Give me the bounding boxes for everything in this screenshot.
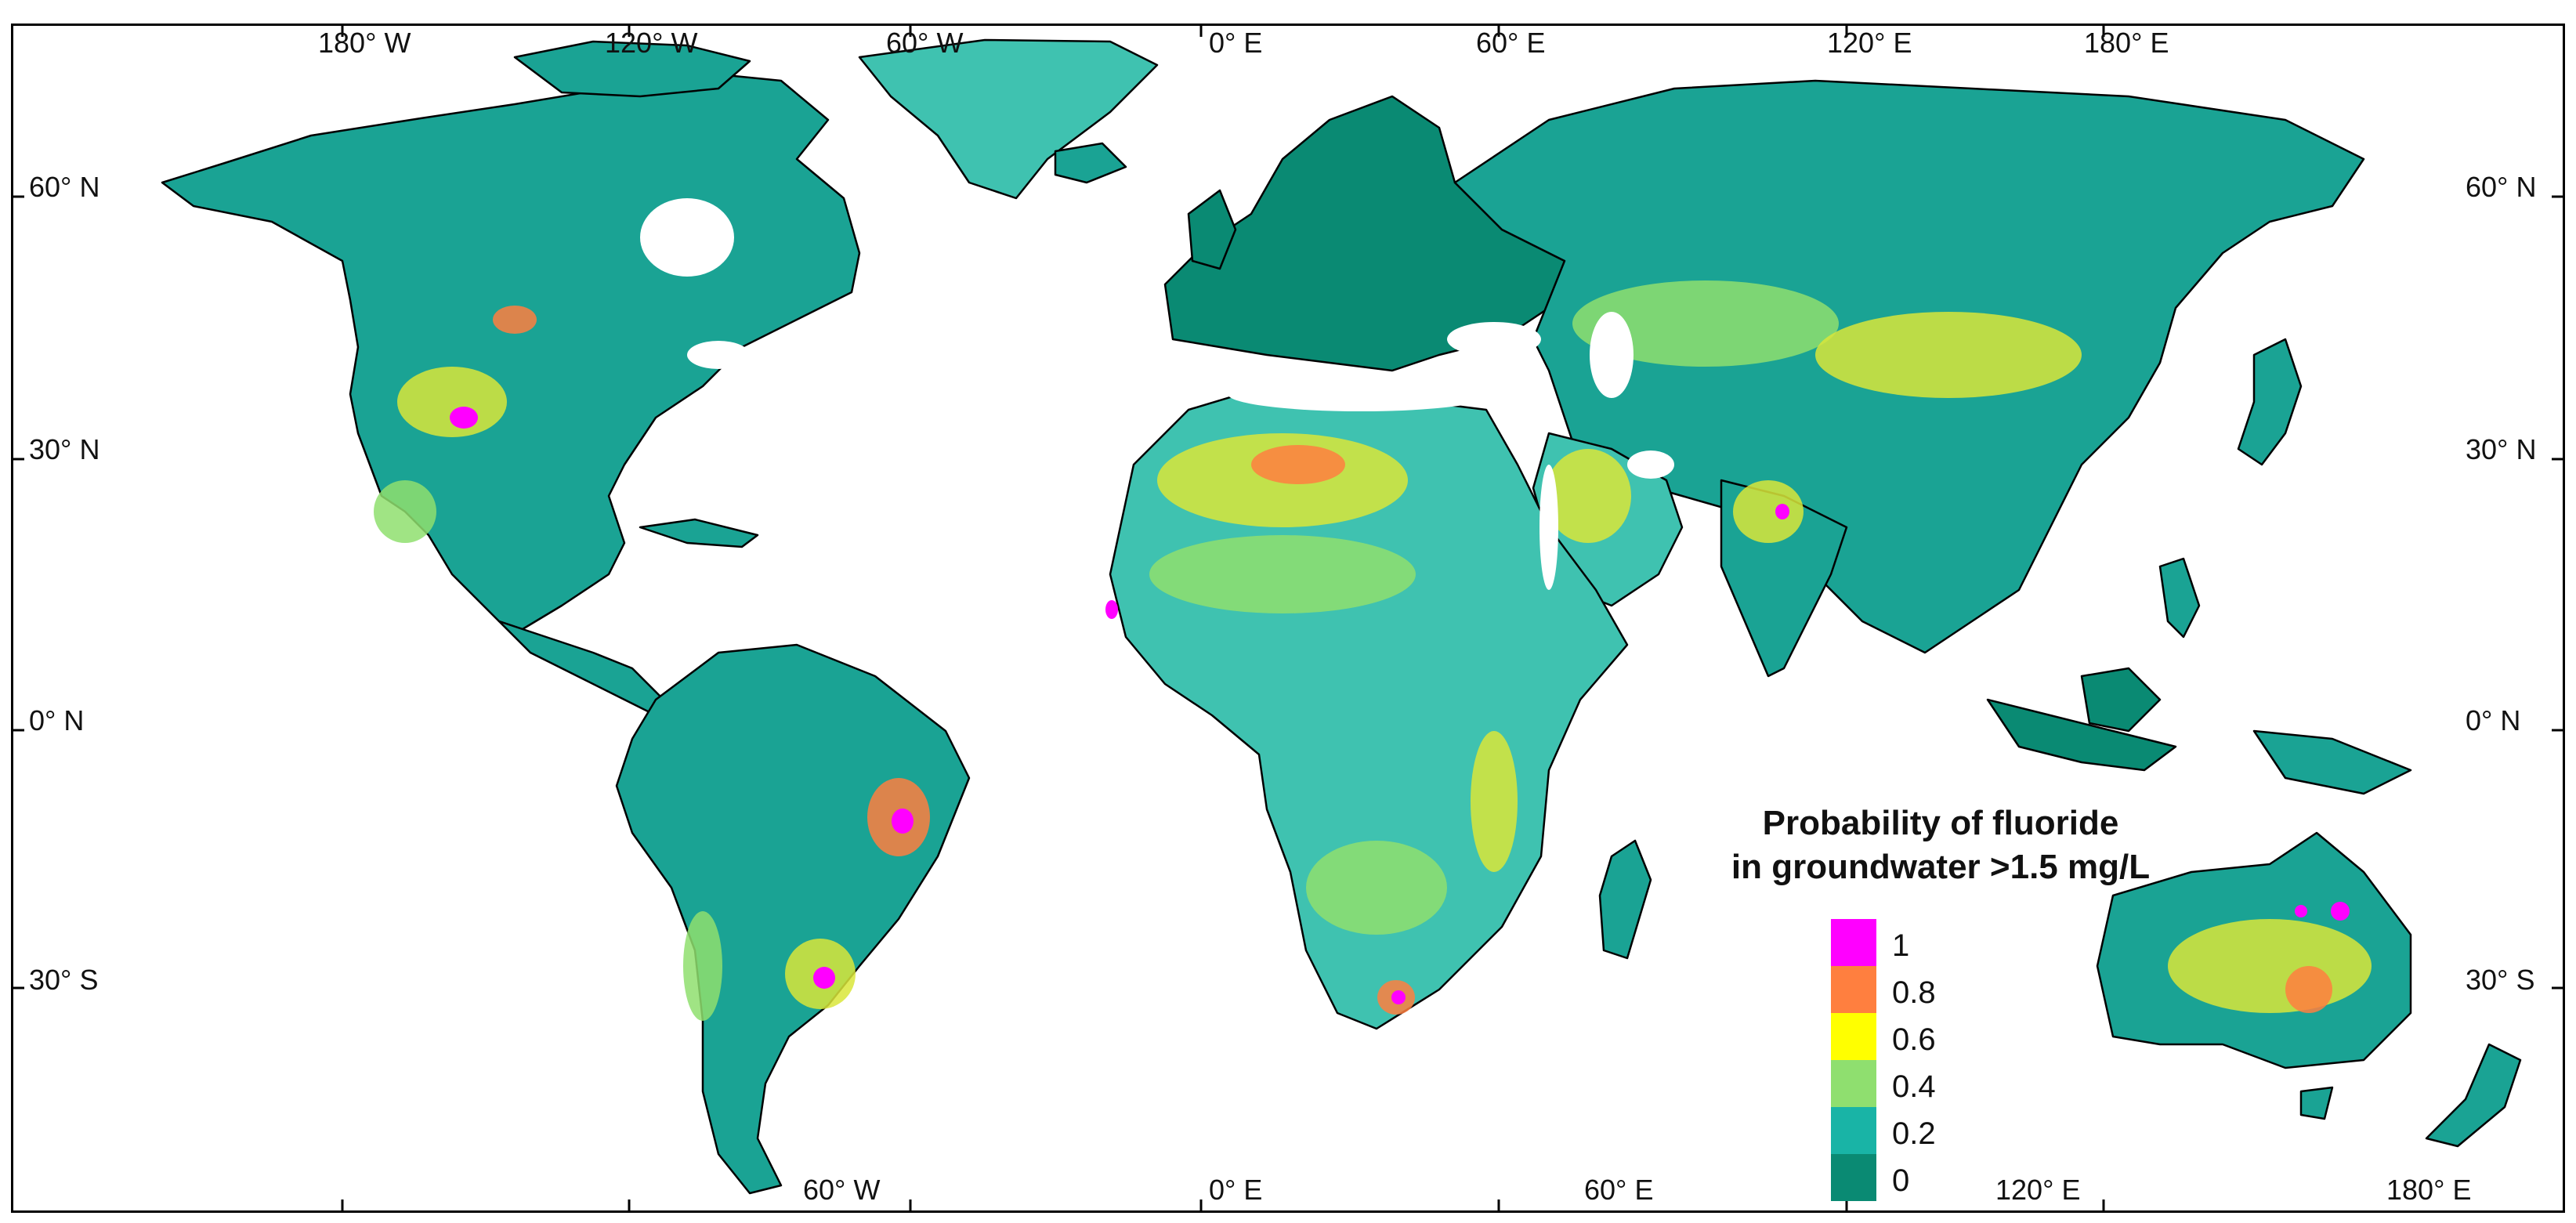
hotspot-andes [683,911,722,1021]
hotspot-australia-nw [2295,905,2307,917]
hotspot-mongolia-china [1815,312,2082,398]
mediterranean-sea [1228,377,1494,411]
lon-label-top-0e: 0° E [1209,27,1263,59]
lat-label-left-30n: 30° N [29,433,100,465]
central-america [497,620,665,717]
legend-label: 0.8 [1892,975,1936,1010]
map-frame: 180° W 120° W 60° W 0° E 60° E 120° E 18… [11,24,2565,1213]
new-zealand [2425,1043,2522,1148]
ice-areas [640,198,1674,590]
lat-label-right-30n: 30° N [2466,433,2537,465]
lon-label-top-120e: 120° E [1827,27,1912,59]
legend-title: Probability of fluoride in groundwater >… [1643,801,2238,889]
tasmania [2299,1086,2334,1120]
legend-label: 0 [1892,1163,1910,1198]
legend-swatch [1831,1013,1876,1060]
hotspot-india-nw [1733,480,1804,543]
legend-label: 0.2 [1892,1116,1936,1151]
lat-label-right-30s: 30° S [2466,964,2535,996]
hotspot-sahel [1149,535,1416,613]
hotspot-central-asia [1572,280,1839,367]
continents [161,38,2522,1195]
lat-label-left-0n: 0° N [29,704,85,736]
hotspot-namibia-core [1391,990,1406,1004]
lon-label-bottom-120e: 120° E [1995,1174,2081,1206]
hotspot-southern-africa [1306,841,1447,935]
legend-swatch [1831,1154,1876,1201]
cuba [639,518,759,548]
lat-label-right-60n: 60° N [2466,171,2537,203]
lon-label-top-120w: 120° W [605,27,698,59]
legend-label: 0.4 [1892,1069,1936,1104]
hotspot-brazil-ne-core [892,809,914,834]
south-america-landmass [615,643,971,1195]
legend-label: 1 [1892,928,1910,963]
north-america-landmass [161,71,861,631]
hotspot-australia-east [2285,966,2332,1013]
persian-gulf [1627,450,1674,479]
hotspot-pakistan [1775,504,1789,519]
legend-swatch [1831,1107,1876,1154]
black-sea [1447,322,1541,356]
madagascar [1598,839,1652,960]
legend-swatch [1831,919,1876,966]
lon-label-bottom-0e: 0° E [1209,1174,1263,1206]
lon-label-top-180e: 180° E [2084,27,2169,59]
hotspot-senegal [1105,600,1118,619]
map-legend: Probability of fluoride in groundwater >… [1643,801,2238,1201]
lon-label-top-60e: 60° E [1476,27,1546,59]
greenland [858,38,1159,200]
iceland [1054,142,1127,184]
hotspot-canada-prairie [493,306,537,334]
great-lakes [687,341,750,369]
indonesia [1986,698,2177,772]
hotspot-us-west-core [450,407,478,429]
hudson-bay [640,198,734,277]
legend-title-line1: Probability of fluoride [1762,804,2119,842]
lat-label-right-0n: 0° N [2466,704,2521,736]
lat-label-left-60n: 60° N [29,171,100,203]
legend-label: 0.6 [1892,1022,1936,1057]
hotspot-parana-core [813,967,835,989]
lon-label-bottom-60w: 60° W [803,1174,881,1206]
japan [2237,338,2303,466]
red-sea [1539,465,1558,590]
arctic-islands [513,40,751,98]
hotspot-arabia [1545,449,1631,543]
lon-label-top-60w: 60° W [886,27,964,59]
hotspot-us-west [397,367,507,437]
hotspot-australia-central [2168,919,2372,1013]
world-map [13,26,2563,1210]
legend-swatch [1831,966,1876,1013]
caspian-sea [1590,312,1634,398]
great-britain [1187,189,1237,270]
philippines [2158,557,2201,639]
hotspot-east-africa-rift [1471,731,1518,872]
hotspot-sahara-orange [1251,445,1345,484]
new-guinea [2252,729,2412,795]
legend-swatch [1831,1060,1876,1107]
hotspot-australia-qld [2331,902,2350,921]
lon-label-bottom-180e: 180° E [2386,1174,2472,1206]
lat-label-left-30s: 30° S [29,964,99,996]
fluoride-hotspots [374,280,2372,1021]
lon-label-top-180w: 180° W [318,27,411,59]
borneo [2080,667,2162,733]
legend-title-line2: in groundwater >1.5 mg/L [1731,848,2151,886]
hotspot-mexico [374,480,436,543]
lon-label-bottom-60e: 60° E [1584,1174,1654,1206]
graticule-ticks [13,26,2563,1210]
